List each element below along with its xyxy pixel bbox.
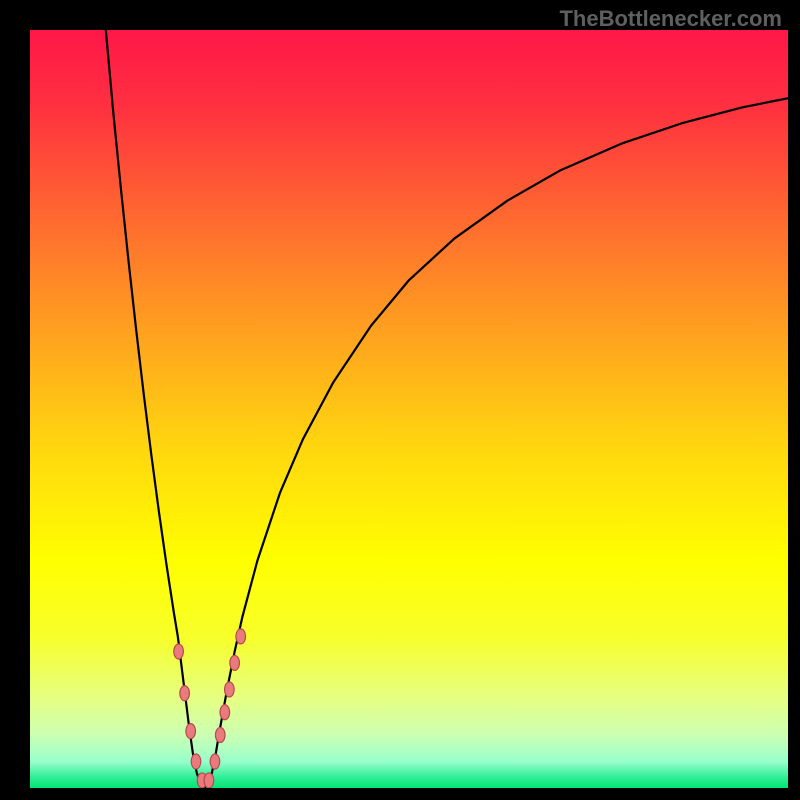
chart-frame: TheBottlenecker.com bbox=[0, 0, 800, 800]
gradient-background bbox=[30, 30, 788, 788]
data-marker bbox=[210, 754, 220, 769]
data-marker bbox=[174, 644, 184, 659]
bottleneck-curve-chart bbox=[30, 30, 788, 788]
data-marker bbox=[186, 724, 196, 739]
data-marker bbox=[191, 754, 201, 769]
data-marker bbox=[225, 682, 235, 697]
data-marker bbox=[180, 686, 190, 701]
data-marker bbox=[236, 629, 246, 644]
data-marker bbox=[204, 773, 214, 788]
data-marker bbox=[215, 727, 225, 742]
data-marker bbox=[230, 655, 240, 670]
watermark-text: TheBottlenecker.com bbox=[559, 6, 782, 32]
plot-area bbox=[30, 30, 788, 788]
data-marker bbox=[220, 705, 230, 720]
